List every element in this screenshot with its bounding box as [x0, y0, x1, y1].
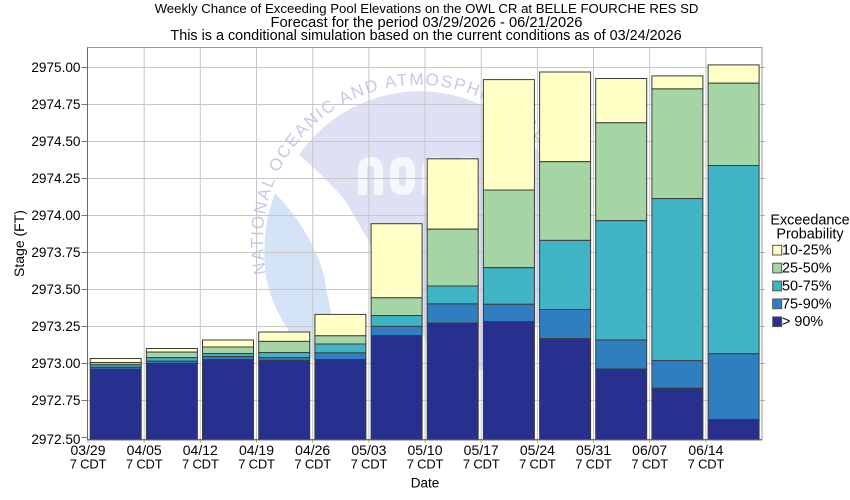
svg-text:Exceedance: Exceedance [770, 213, 849, 229]
svg-text:03/29: 03/29 [70, 442, 105, 458]
svg-text:7 CDT: 7 CDT [70, 457, 107, 472]
svg-text:Date: Date [411, 476, 440, 491]
svg-text:06/14: 06/14 [688, 442, 723, 458]
svg-text:7 CDT: 7 CDT [631, 457, 668, 472]
svg-text:2972.75: 2972.75 [31, 393, 80, 408]
svg-text:2973.25: 2973.25 [31, 319, 80, 334]
svg-text:05/24: 05/24 [520, 442, 555, 458]
svg-text:2973.75: 2973.75 [31, 245, 80, 260]
svg-text:2975.00: 2975.00 [31, 60, 81, 75]
svg-text:Probability: Probability [776, 226, 844, 242]
svg-text:2974.50: 2974.50 [31, 134, 81, 149]
svg-text:This is a conditional simulati: This is a conditional simulation based o… [170, 28, 681, 44]
svg-text:10-25%: 10-25% [782, 243, 832, 259]
svg-text:05/03: 05/03 [351, 442, 386, 458]
svg-text:04/05: 04/05 [127, 442, 162, 458]
svg-text:2973.50: 2973.50 [31, 282, 81, 297]
svg-text:06/07: 06/07 [632, 442, 667, 458]
svg-text:7 CDT: 7 CDT [519, 457, 556, 472]
svg-text:2974.75: 2974.75 [31, 97, 80, 112]
svg-text:Forecast for the period 03/29/: Forecast for the period 03/29/2026 - 06/… [271, 15, 583, 31]
svg-text:2974.25: 2974.25 [31, 171, 80, 186]
svg-text:7 CDT: 7 CDT [182, 457, 219, 472]
svg-text:2974.00: 2974.00 [31, 208, 81, 223]
svg-text:7 CDT: 7 CDT [407, 457, 444, 472]
svg-text:05/17: 05/17 [464, 442, 499, 458]
svg-text:Weekly Chance of Exceeding Poo: Weekly Chance of Exceeding Pool Elevatio… [155, 1, 699, 16]
svg-text:7 CDT: 7 CDT [238, 457, 275, 472]
svg-text:05/31: 05/31 [576, 442, 611, 458]
svg-text:7 CDT: 7 CDT [688, 457, 725, 472]
svg-text:> 90%: > 90% [782, 314, 823, 330]
svg-text:04/19: 04/19 [239, 442, 274, 458]
svg-text:75-90%: 75-90% [782, 296, 832, 312]
svg-text:04/12: 04/12 [183, 442, 218, 458]
svg-text:25-50%: 25-50% [782, 261, 832, 277]
svg-text:Stage (FT): Stage (FT) [11, 210, 27, 277]
svg-text:7 CDT: 7 CDT [351, 457, 388, 472]
svg-text:7 CDT: 7 CDT [294, 457, 331, 472]
svg-text:2973.00: 2973.00 [31, 356, 81, 371]
svg-text:04/26: 04/26 [295, 442, 330, 458]
svg-text:2972.50: 2972.50 [31, 432, 81, 447]
svg-text:7 CDT: 7 CDT [575, 457, 612, 472]
svg-text:05/10: 05/10 [407, 442, 442, 458]
svg-text:7 CDT: 7 CDT [463, 457, 500, 472]
svg-text:7 CDT: 7 CDT [126, 457, 163, 472]
svg-text:50-75%: 50-75% [782, 278, 832, 294]
